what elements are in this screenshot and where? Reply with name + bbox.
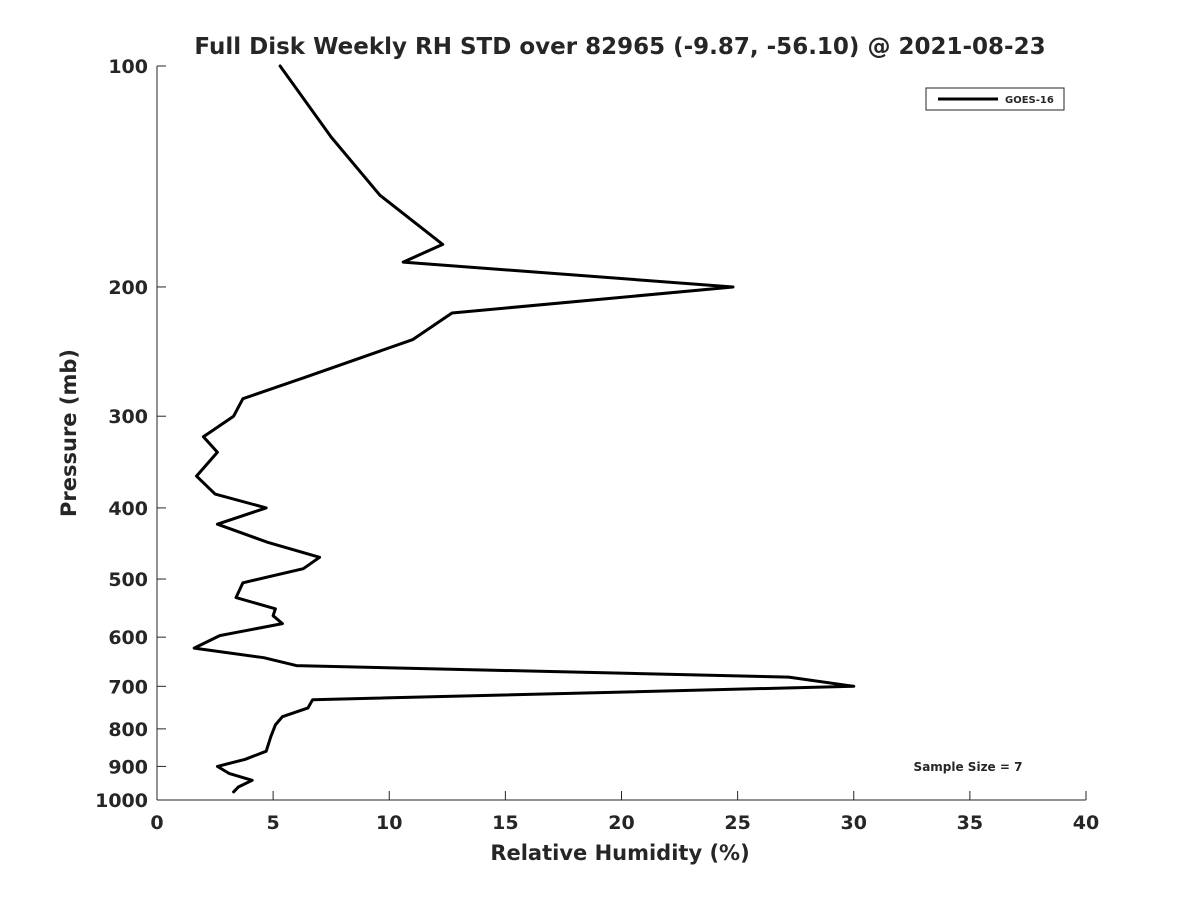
y-tick-label: 600 [108,627,148,649]
y-tick-label: 200 [108,277,148,299]
series-line-goes-16 [192,64,856,794]
sample-size-annotation: Sample Size = 7 [914,760,1023,774]
x-axis-label: Relative Humidity (%) [490,841,749,865]
x-tick-label: 0 [150,812,163,834]
x-tick-label: 30 [841,812,867,834]
x-tick-label: 40 [1073,812,1099,834]
y-tick-label: 800 [108,719,148,741]
y-tick-label: 1000 [95,790,148,812]
x-tick-label: 35 [957,812,983,834]
chart-title: Full Disk Weekly RH STD over 82965 (-9.8… [194,34,1045,60]
y-tick-label: 900 [108,756,148,778]
y-tick-label: 400 [108,498,148,520]
y-tick-label: 500 [108,569,148,591]
x-tick-label: 10 [376,812,402,834]
y-tick-label: 100 [108,56,148,78]
y-axis-label: Pressure (mb) [57,349,81,517]
x-tick-label: 20 [608,812,634,834]
x-tick-label: 15 [492,812,518,834]
y-tick-label: 700 [108,676,148,698]
x-tick-label: 25 [724,812,750,834]
legend-label: GOES-16 [1005,95,1054,106]
y-tick-label: 300 [108,406,148,428]
x-tick-label: 5 [267,812,280,834]
